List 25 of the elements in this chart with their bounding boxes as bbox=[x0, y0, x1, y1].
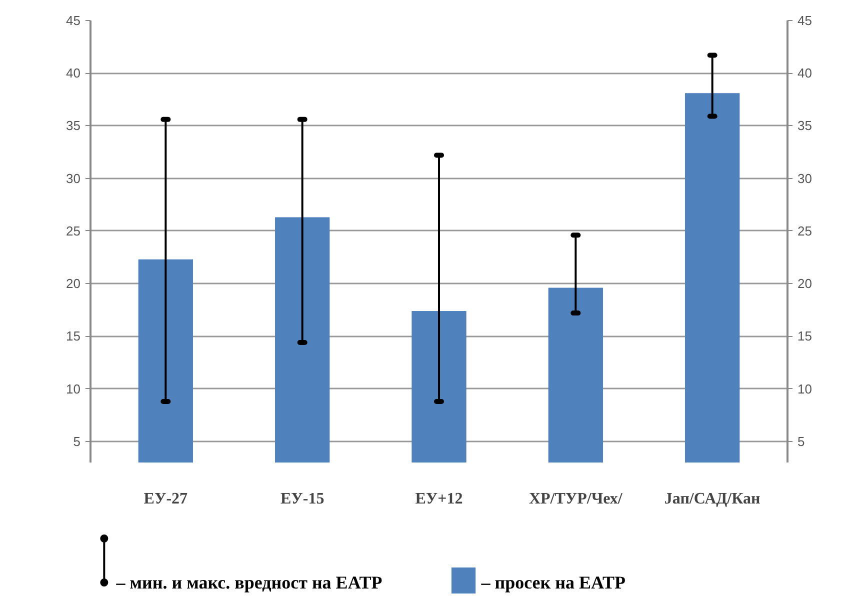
y2-tick-label: 10 bbox=[798, 381, 812, 396]
y-tick-label: 10 bbox=[66, 381, 81, 396]
y-tick-label: 5 bbox=[73, 434, 81, 449]
y2-tick-label: 45 bbox=[798, 13, 812, 28]
y-tick-label: 45 bbox=[66, 13, 81, 28]
y2-tick-label: 30 bbox=[798, 170, 812, 186]
y2-tick-label: 40 bbox=[798, 66, 812, 81]
x-tick-label: ЕУ-27 bbox=[144, 490, 188, 508]
text: – мин. и макс. вредност на ЕАТР bbox=[115, 572, 382, 592]
x-tick-label: ЕУ+12 bbox=[415, 490, 463, 508]
x-tick-label: Јап/САД/Кан bbox=[664, 490, 760, 508]
y-tick-label: 30 bbox=[66, 170, 81, 186]
y-tick-label: 25 bbox=[66, 223, 81, 238]
legend-label: – просек на ЕАТР bbox=[480, 572, 626, 592]
y-tick-label: 35 bbox=[66, 118, 81, 134]
y2-tick-label: 25 bbox=[798, 223, 812, 238]
y2-tick-label: 15 bbox=[798, 328, 812, 344]
x-tick-label: ХР/ТУР/Чех/ bbox=[528, 490, 623, 508]
y-tick-label: 15 bbox=[66, 328, 81, 344]
y2-tick-label: 35 bbox=[798, 118, 812, 134]
y2-tick-label: 20 bbox=[798, 276, 812, 292]
y-tick-label: 20 bbox=[66, 276, 81, 292]
y-tick-label: 40 bbox=[66, 66, 81, 81]
y2-tick-label: 5 bbox=[798, 434, 805, 449]
x-tick-label: ЕУ-15 bbox=[280, 490, 324, 508]
